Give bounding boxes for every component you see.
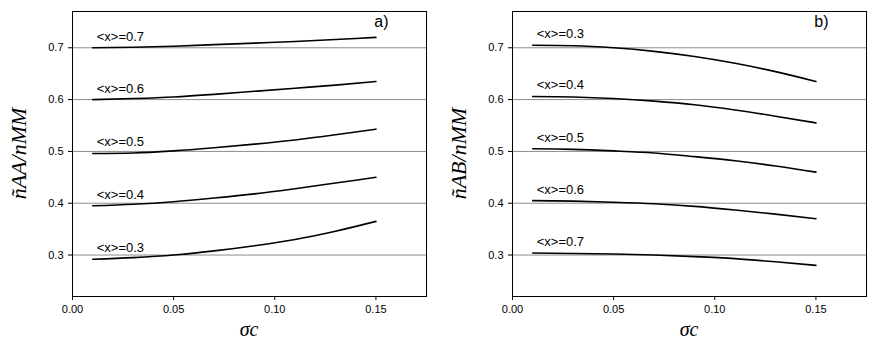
svg-text:<x>=0.3: <x>=0.3: [537, 26, 584, 41]
svg-text:0.3: 0.3: [488, 249, 503, 261]
svg-text:0.7: 0.7: [488, 41, 503, 53]
svg-text:0.3: 0.3: [48, 249, 63, 261]
svg-text:0.00: 0.00: [62, 303, 83, 315]
svg-text:ñAB/nMM: ñAB/nMM: [446, 106, 471, 199]
svg-text:0.5: 0.5: [488, 145, 503, 157]
svg-text:<x>=0.5: <x>=0.5: [97, 134, 144, 149]
svg-text:0.6: 0.6: [488, 93, 503, 105]
svg-text:σc: σc: [240, 318, 259, 340]
svg-text:0.10: 0.10: [264, 303, 285, 315]
svg-text:ñAA/nMM: ñAA/nMM: [6, 106, 31, 199]
svg-text:σc: σc: [680, 318, 699, 340]
svg-text:0.05: 0.05: [163, 303, 184, 315]
svg-text:<x>=0.7: <x>=0.7: [97, 29, 144, 44]
svg-text:0.4: 0.4: [488, 197, 503, 209]
svg-text:0.15: 0.15: [365, 303, 386, 315]
svg-text:0.05: 0.05: [603, 303, 624, 315]
svg-text:<x>=0.4: <x>=0.4: [537, 77, 584, 92]
svg-text:0.6: 0.6: [48, 93, 63, 105]
svg-text:<x>=0.6: <x>=0.6: [97, 81, 144, 96]
svg-text:<x>=0.6: <x>=0.6: [537, 182, 584, 197]
svg-text:<x>=0.4: <x>=0.4: [97, 187, 144, 202]
svg-text:a): a): [374, 13, 388, 30]
svg-text:b): b): [814, 13, 828, 30]
svg-text:0.7: 0.7: [48, 41, 63, 53]
svg-text:<x>=0.3: <x>=0.3: [97, 240, 144, 255]
svg-text:0.00: 0.00: [502, 303, 523, 315]
svg-text:<x>=0.7: <x>=0.7: [537, 234, 584, 249]
svg-text:0.10: 0.10: [704, 303, 725, 315]
svg-text:0.15: 0.15: [805, 303, 826, 315]
svg-text:<x>=0.5: <x>=0.5: [537, 130, 584, 145]
svg-text:0.5: 0.5: [48, 145, 63, 157]
svg-text:0.4: 0.4: [48, 197, 63, 209]
